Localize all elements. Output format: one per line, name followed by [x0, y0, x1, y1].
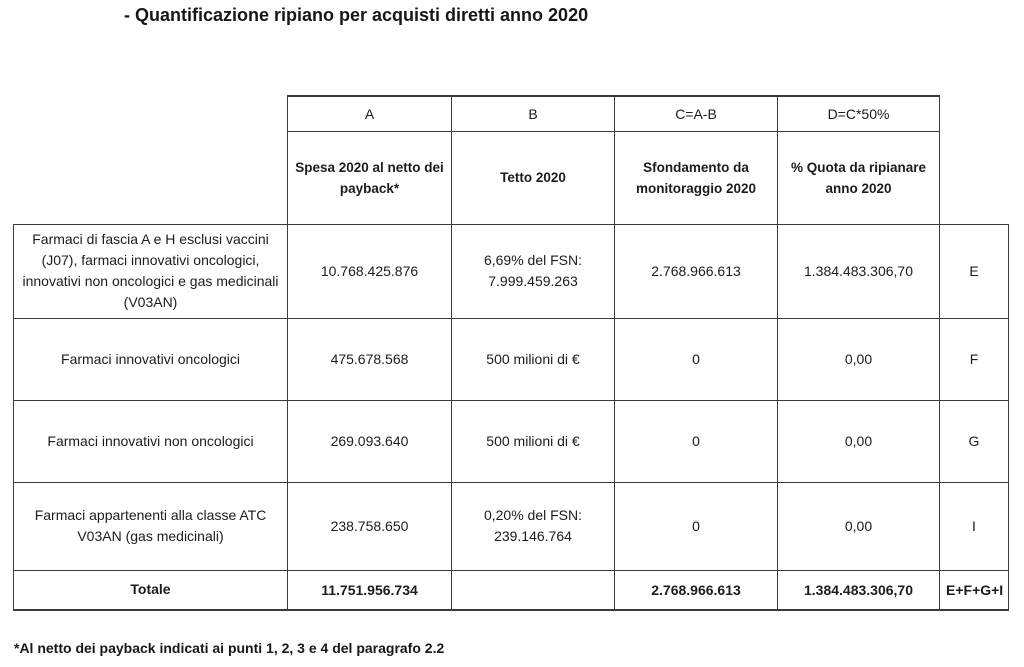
header-col-b: B — [451, 95, 615, 132]
cell-code: G — [939, 399, 1009, 483]
payback-footnote: *Al netto dei payback indicati ai punti … — [14, 640, 445, 656]
table-row: Farmaci di fascia A e H esclusi vaccini … — [13, 223, 1009, 319]
table-row: Farmaci innovativi non oncologici 269.09… — [13, 399, 1009, 483]
page-title: - Quantificazione ripiano per acquisti d… — [124, 5, 589, 25]
cell-quota: 0,00 — [777, 481, 940, 571]
header-col-d: D=C*50% — [777, 95, 940, 132]
cell-tetto: 500 milioni di € — [451, 399, 615, 483]
total-spesa: 11.751.956.734 — [287, 569, 452, 611]
desc-header-sfondamento: Sfondamento da monitoraggio 2020 — [614, 130, 778, 225]
cell-tetto: 6,69% del FSN: 7.999.459.263 — [451, 223, 615, 319]
desc-header-spesa: Spesa 2020 al netto dei payback* — [287, 130, 452, 225]
row-label: Farmaci appartenenti alla classe ATC V03… — [13, 481, 288, 571]
row-label: Farmaci di fascia A e H esclusi vaccini … — [13, 223, 288, 319]
cell-code: F — [939, 317, 1009, 401]
cell-sfondamento: 0 — [614, 399, 778, 483]
description-header-row: Spesa 2020 al netto dei payback* Tetto 2… — [14, 130, 1009, 225]
cell-quota: 0,00 — [777, 317, 940, 401]
table-row: Farmaci appartenenti alla classe ATC V03… — [13, 481, 1009, 571]
cell-sfondamento: 0 — [614, 317, 778, 401]
cell-sfondamento: 0 — [614, 481, 778, 571]
cell-code: E — [939, 223, 1009, 319]
ripiano-table: A B C=A-B D=C*50% Spesa 2020 al netto de… — [13, 95, 1009, 611]
tetto-line-1: 6,69% del FSN: — [483, 252, 583, 268]
header-col-a: A — [287, 95, 452, 132]
header-col-c: C=A-B — [614, 95, 778, 132]
header-corner-right — [940, 96, 1009, 131]
desc-header-tetto: Tetto 2020 — [451, 130, 615, 225]
tetto-line-2: 7.999.459.263 — [488, 273, 578, 289]
cell-quota: 0,00 — [777, 399, 940, 483]
tetto-line-2: 239.146.764 — [494, 528, 572, 544]
tetto-line-1: 500 milioni di € — [486, 350, 580, 367]
total-label: Totale — [13, 569, 288, 611]
row-label: Farmaci innovativi non oncologici — [13, 399, 288, 483]
desc-header-corner-left — [14, 131, 288, 224]
cell-spesa: 475.678.568 — [287, 317, 452, 401]
table-row: Farmaci innovativi oncologici 475.678.56… — [13, 317, 1009, 401]
cell-spesa: 10.768.425.876 — [287, 223, 452, 319]
cell-quota: 1.384.483.306,70 — [777, 223, 940, 319]
total-quota: 1.384.483.306,70 — [777, 569, 940, 611]
cell-spesa: 238.758.650 — [287, 481, 452, 571]
tetto-line-1: 500 milioni di € — [486, 432, 580, 449]
total-code: E+F+G+I — [939, 569, 1009, 611]
cell-tetto: 0,20% del FSN: 239.146.764 — [451, 481, 615, 571]
total-sfondamento: 2.768.966.613 — [614, 569, 778, 611]
row-label: Farmaci innovativi oncologici — [13, 317, 288, 401]
cell-tetto: 500 milioni di € — [451, 317, 615, 401]
cell-code: I — [939, 481, 1009, 571]
header-corner-left — [14, 96, 288, 131]
total-tetto — [451, 569, 615, 611]
total-row: Totale 11.751.956.734 2.768.966.613 1.38… — [13, 569, 1009, 611]
formula-header-row: A B C=A-B D=C*50% — [14, 95, 1009, 132]
cell-sfondamento: 2.768.966.613 — [614, 223, 778, 319]
desc-header-quota: % Quota da ripianare anno 2020 — [777, 130, 940, 225]
cell-spesa: 269.093.640 — [287, 399, 452, 483]
desc-header-corner-right — [940, 131, 1009, 224]
tetto-line-1: 0,20% del FSN: — [483, 507, 583, 523]
